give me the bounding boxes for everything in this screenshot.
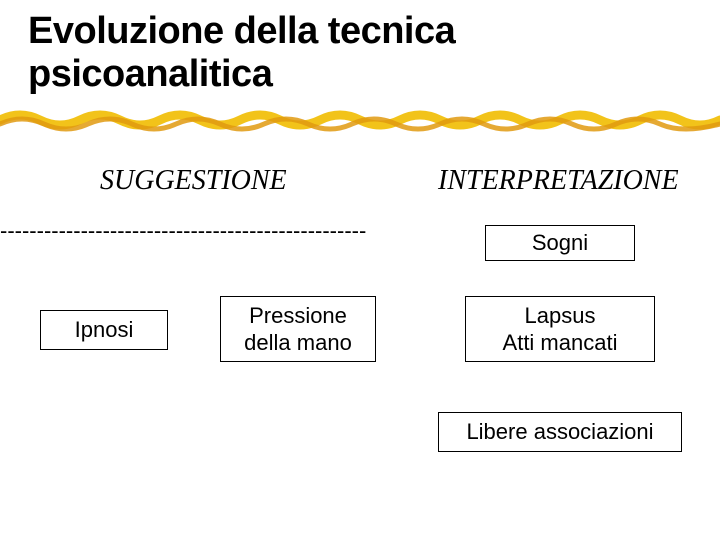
box-libere-label: Libere associazioni — [466, 418, 653, 446]
box-pressione: Pressione della mano — [220, 296, 376, 362]
box-lapsus-line2: Atti mancati — [503, 329, 618, 357]
box-libere: Libere associazioni — [438, 412, 682, 452]
box-lapsus: Lapsus Atti mancati — [465, 296, 655, 362]
underline-scribble — [0, 106, 720, 134]
box-ipnosi: Ipnosi — [40, 310, 168, 350]
box-pressione-line2: della mano — [244, 329, 352, 357]
page-title: Evoluzione della tecnica psicoanalitica — [28, 10, 668, 95]
dashed-divider: ----------------------------------------… — [0, 218, 382, 244]
heading-interpretazione: INTERPRETAZIONE — [438, 165, 679, 197]
box-sogni: Sogni — [485, 225, 635, 261]
box-lapsus-line1: Lapsus — [525, 302, 596, 330]
heading-suggestione: SUGGESTIONE — [100, 165, 287, 197]
box-pressione-line1: Pressione — [249, 302, 347, 330]
box-sogni-label: Sogni — [532, 229, 588, 257]
box-ipnosi-label: Ipnosi — [75, 316, 134, 344]
slide: Evoluzione della tecnica psicoanalitica … — [0, 0, 720, 540]
